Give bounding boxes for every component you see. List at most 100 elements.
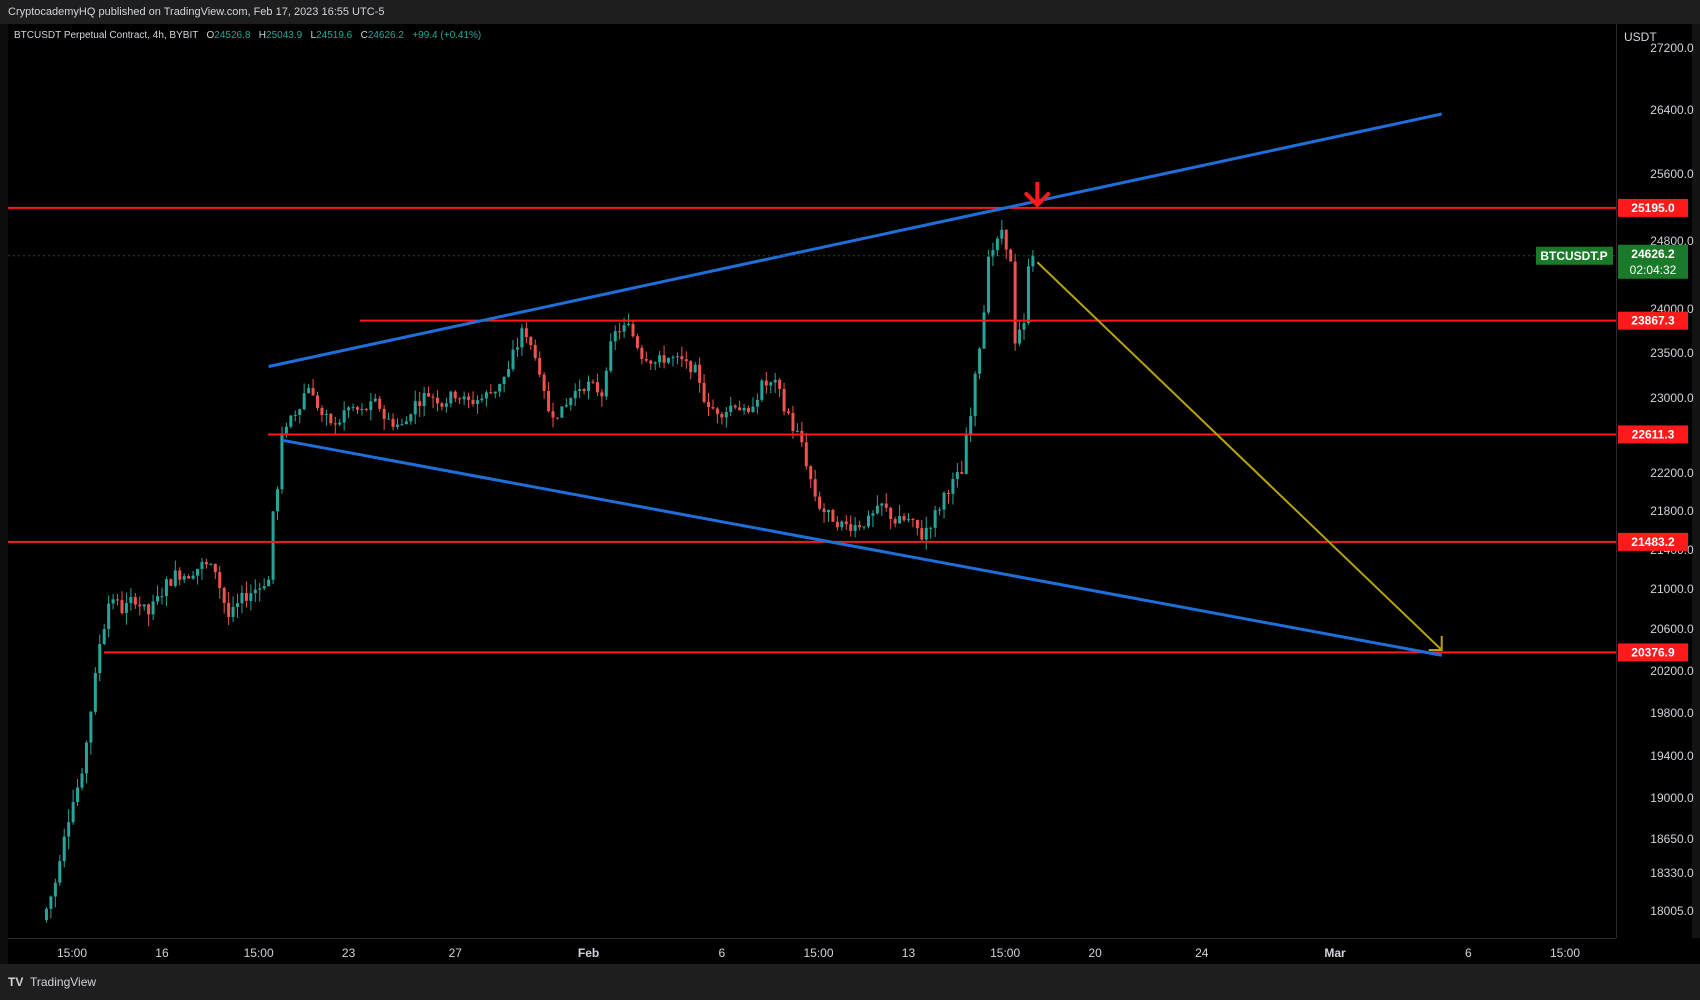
right-scroll-strip [1692,24,1700,938]
candle-body [609,341,613,371]
candle-body [258,588,262,590]
level-price-label: 22611.3 [1632,427,1675,441]
candle-body [187,576,191,579]
candle-body [911,518,915,520]
candle-body [582,389,586,392]
candle-body [387,418,391,420]
symbol-legend: BTCUSDT Perpetual Contract, 4h, BYBIT O2… [14,30,481,41]
candle-body [160,596,164,598]
candle-body [560,406,564,418]
candle-body [618,331,622,333]
candle-body [196,568,200,576]
candle-body [587,381,591,392]
candle-body [369,401,373,410]
price-tick-label: 21000.0 [1650,582,1694,596]
candle-body [253,589,257,594]
candle-body [853,525,857,531]
candle-body [324,413,328,415]
chart-area[interactable] [8,24,1616,938]
level-price-badge [1618,425,1688,444]
candle-body [493,391,497,394]
candle-body [729,405,733,412]
candle-body [404,421,408,425]
candle-body [413,401,417,415]
candle-body [622,325,626,332]
candle-body [222,587,226,603]
price-tick-label: 22200.0 [1650,466,1694,480]
candle-body [680,356,684,360]
candle-body [533,345,537,359]
candle-body [698,364,702,383]
price-tick-label: 25600.0 [1650,167,1694,181]
candle-body [773,379,777,383]
currency-label: USDT [1624,30,1657,44]
candle-body [600,392,604,397]
level-price-badge [1618,311,1688,330]
candle-body [667,357,671,363]
candle-body [929,527,933,529]
candle-body [578,389,582,391]
candle-body [955,472,959,479]
level-price-badge [1618,198,1688,217]
level-price-badge [1618,643,1688,662]
candle-body [98,643,102,674]
published-by-text: CryptocademyHQ published on TradingView.… [8,6,385,18]
time-tick-label: Feb [578,946,599,960]
candle-body [849,524,853,531]
candle-body [147,604,151,615]
footer-bar: TV TradingView [0,964,1700,1000]
candle-body [880,503,884,506]
candle-body [351,407,355,409]
candle-body [946,492,950,494]
candle-body [964,434,968,474]
candle-body [933,510,937,528]
candle-body [1000,229,1004,239]
candle-body [422,393,426,406]
candle-body [644,358,648,361]
candle-body [938,509,942,511]
candle-body [769,382,773,386]
candle-body [529,337,533,346]
change-value: +99.4 (+0.41%) [412,30,482,41]
candle-body [693,364,697,373]
candle-body [1013,261,1017,344]
candle-body [755,399,759,407]
trendline [281,438,1442,657]
time-tick-label: Mar [1324,946,1346,960]
candle-body [151,601,155,615]
candle-body [738,407,742,411]
candle-body [240,592,244,604]
candle-body [49,896,53,909]
time-tick-label: 23 [342,946,356,960]
candle-body [840,521,844,528]
candle-body [631,324,635,337]
candle-body [138,604,142,607]
candle-body [960,472,964,474]
candle-body [555,417,559,419]
candle-body [884,503,888,508]
price-tick-label: 27200.0 [1650,41,1694,55]
candle-body [733,405,737,408]
last-price-label: 24626.2 [1631,247,1675,261]
price-tick-label: 21800.0 [1650,504,1694,518]
candle-body [804,442,808,467]
candle-body [551,411,555,418]
down-arrow-marker-head-icon [1024,191,1051,208]
candle-body [591,381,595,383]
candle-body [391,418,395,427]
price-axis[interactable] [1616,24,1693,938]
candle-body [355,407,359,410]
countdown-label: 02:04:32 [1630,263,1677,277]
candle-body [800,430,804,443]
time-tick-label: 24 [1195,946,1209,960]
time-tick-label: 6 [1465,946,1472,960]
price-tick-label: 26400.0 [1650,103,1694,117]
open-label: O [206,30,215,41]
candle-body [1026,266,1030,324]
candle-body [764,380,768,386]
candle-body [293,414,297,416]
low-value: 24519.6 [316,30,353,41]
candle-body [395,424,399,427]
time-axis[interactable] [8,938,1616,965]
price-tick-label: 23500.0 [1650,346,1694,360]
